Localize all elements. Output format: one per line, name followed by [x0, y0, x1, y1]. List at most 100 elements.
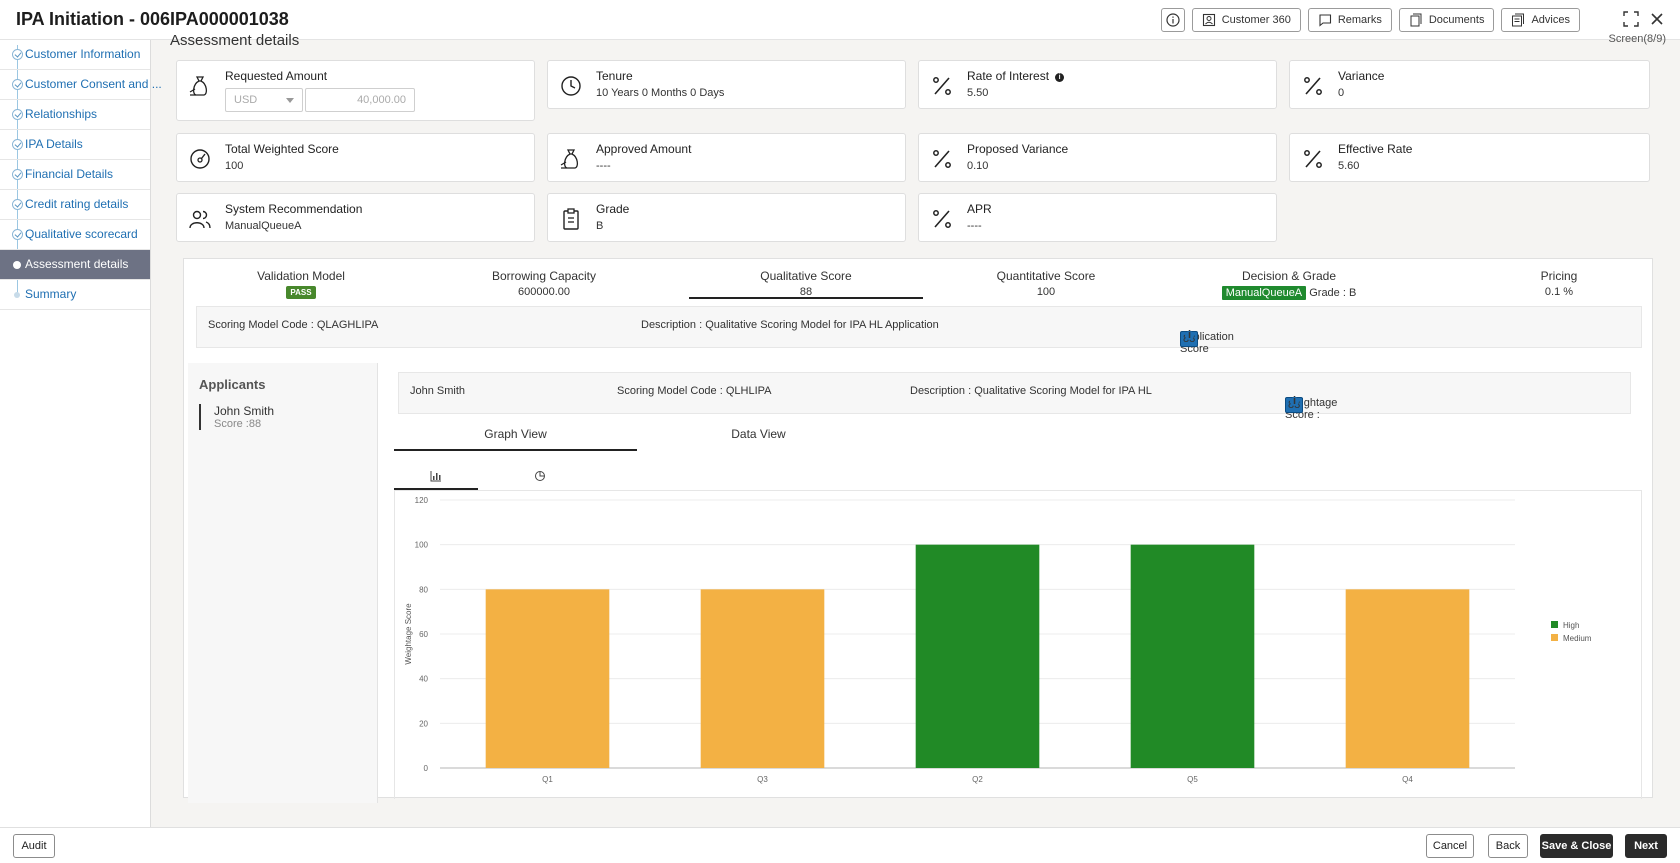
bar [485, 589, 610, 768]
chat-icon [1319, 14, 1331, 27]
proposed-variance-label: Proposed Variance [967, 142, 1069, 156]
sidebar-item-ipa-details[interactable]: IPA Details [0, 130, 150, 160]
remarks-button[interactable]: Remarks [1307, 8, 1392, 32]
apr-value: ---- [967, 220, 982, 232]
step-check-icon [12, 139, 23, 150]
documents-button[interactable]: Documents [1398, 8, 1495, 32]
sidebar-item-relationships[interactable]: Relationships [0, 100, 150, 130]
sidebar-item-label: Credit rating details [25, 197, 129, 211]
customer360-label: Customer 360 [1221, 14, 1291, 26]
grade-card: Grade B [547, 193, 906, 242]
y-tick-label: 60 [419, 630, 428, 639]
chart-svg: 0 20 40 60 80 100 120 Weightage Score Q1 Q3 Q2 Q5 Q4… [404, 496, 1592, 784]
sidebar-item-customer-consent[interactable]: Customer Consent and ... [0, 70, 162, 100]
total-weighted-score-card: Total Weighted Score 100 [176, 133, 535, 182]
detail-model-code: Scoring Model Code : QLHLIPA [617, 385, 772, 397]
customer360-button[interactable]: Customer 360 [1191, 8, 1301, 32]
clock-icon [561, 76, 581, 96]
expand-icon[interactable] [1622, 10, 1640, 28]
proposed-variance-card: Proposed Variance 0.10 [918, 133, 1277, 182]
pie-chart-tab[interactable] [498, 466, 582, 490]
sidebar-item-summary[interactable]: Summary [0, 280, 150, 310]
system-recommendation-value: ManualQueueA [225, 220, 302, 232]
quantitative-score-tab[interactable]: Quantitative Score 100 [981, 269, 1111, 298]
legend-label: Medium [1563, 634, 1592, 643]
applicants-heading: Applicants [199, 377, 266, 392]
money-bag-icon [560, 149, 579, 169]
decision-badge: ManualQueueA [1221, 286, 1307, 300]
qualitative-score-value: 88 [799, 286, 813, 298]
qualitative-tab-underline [689, 297, 923, 299]
advices-label: Advices [1531, 14, 1570, 26]
apr-card: APR ---- [918, 193, 1277, 242]
info-icon[interactable]: i [1055, 73, 1065, 82]
requested-amount-label: Requested Amount [225, 69, 328, 83]
grade-label: Grade [596, 202, 630, 216]
percent-icon [933, 150, 951, 168]
y-axis-label: Weightage Score [404, 603, 413, 665]
y-tick-label: 120 [415, 496, 429, 505]
borrowing-capacity-label: Borrowing Capacity [491, 269, 597, 283]
money-bag-icon [189, 76, 208, 96]
cancel-button[interactable]: Cancel [1426, 834, 1474, 858]
qualitative-score-label: Qualitative Score [760, 269, 852, 283]
y-tick-label: 20 [419, 719, 428, 728]
close-icon[interactable] [1648, 10, 1666, 28]
back-button[interactable]: Back [1488, 834, 1528, 858]
applicant-item[interactable]: John Smith Score :88 [199, 404, 274, 430]
total-weighted-score-value: 100 [225, 160, 244, 172]
save-close-button[interactable]: Save & Close [1540, 834, 1613, 858]
proposed-variance-value: 0.10 [967, 160, 989, 172]
audit-button[interactable]: Audit [13, 834, 55, 858]
scoring-description: Description : Qualitative Scoring Model … [641, 319, 939, 331]
bar [700, 589, 825, 768]
info-icon[interactable]: i [1185, 330, 1194, 341]
currency-select[interactable]: USD [225, 88, 303, 112]
bar-chart: 0 20 40 60 80 100 120 Weightage Score Q1 Q3 Q2 Q5 Q4… [394, 490, 1642, 799]
rate-of-interest-label: Rate of Interest i [967, 69, 1065, 83]
sidebar-item-financial-details[interactable]: Financial Details [0, 160, 150, 190]
step-pending-icon [14, 292, 20, 298]
pricing-label: Pricing [1540, 269, 1578, 283]
validation-model-metric: Validation Model PASS [241, 269, 361, 299]
qualitative-score-tab[interactable]: Qualitative Score 88 [744, 269, 868, 298]
tab-graph-view[interactable]: Graph View [394, 427, 637, 451]
screen-indicator: Screen(8/9) [1608, 33, 1666, 45]
sidebar-item-qualitative-scorecard[interactable]: Qualitative scorecard [0, 220, 150, 250]
sidebar-item-credit-rating[interactable]: Credit rating details [0, 190, 150, 220]
scoring-model-bar: Scoring Model Code : QLAGHLIPA Descripti… [196, 306, 1642, 355]
step-check-icon [12, 79, 23, 90]
sidebar-item-label: Customer Information [25, 47, 141, 61]
step-check-icon [12, 49, 23, 60]
gauge-icon [190, 149, 210, 169]
grade-value: B [596, 220, 604, 232]
variance-label: Variance [1338, 69, 1385, 83]
requested-amount-input[interactable]: 40,000.00 [305, 88, 415, 112]
step-check-icon [12, 229, 23, 240]
quantitative-score-label: Quantitative Score [996, 269, 1096, 283]
bar [1130, 544, 1255, 768]
scoring-model-code: Scoring Model Code : QLAGHLIPA [208, 319, 379, 331]
applicant-score: Score :88 [214, 418, 262, 430]
applicant-name: John Smith [214, 404, 275, 418]
sidebar-item-assessment-details[interactable]: Assessment details [0, 250, 150, 280]
legend-swatch [1551, 621, 1558, 628]
info-icon[interactable]: i [1290, 396, 1299, 407]
info-button[interactable] [1160, 8, 1185, 32]
detail-applicant-name: John Smith [410, 385, 466, 397]
bar-chart-tab[interactable] [394, 466, 478, 490]
effective-rate-card: Effective Rate 5.60 [1289, 133, 1650, 182]
approved-amount-label: Approved Amount [596, 142, 692, 156]
sidebar-item-label: Assessment details [25, 257, 129, 271]
advices-button[interactable]: Advices [1501, 8, 1580, 32]
x-tick-label: Q4 [1402, 775, 1413, 784]
x-tick-label: Q3 [757, 775, 768, 784]
sidebar-item-customer-information[interactable]: Customer Information [0, 40, 150, 70]
tab-data-view[interactable]: Data View [731, 427, 786, 441]
bar [915, 544, 1040, 768]
sidebar-item-label: IPA Details [25, 137, 83, 151]
rate-of-interest-value: 5.50 [967, 87, 989, 99]
step-check-icon [12, 109, 23, 120]
next-button[interactable]: Next [1625, 834, 1667, 858]
sidebar-item-label: Summary [25, 287, 77, 301]
